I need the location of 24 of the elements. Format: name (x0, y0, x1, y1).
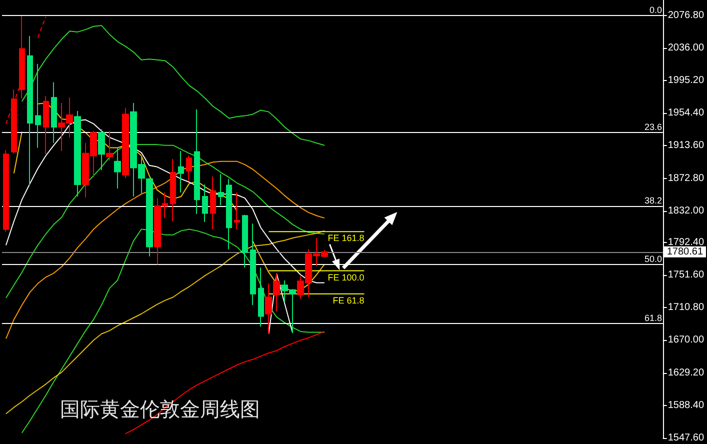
annotation: 23.6 (644, 122, 662, 132)
ref-line-label: 1780.61 (666, 246, 704, 258)
y-tick-label: 1547.60 (668, 432, 704, 444)
y-tick-label: 2036.00 (668, 42, 704, 54)
annotation: 61.8 (644, 312, 662, 323)
y-tick-label: 1792.40 (668, 236, 704, 248)
y-tick-label: 1995.20 (668, 75, 704, 86)
series-label: FE 161.8 (328, 233, 364, 244)
y-tick-label: 1832.00 (668, 205, 704, 216)
y-tick-label: 1954.40 (668, 108, 704, 119)
y-tick-label: 1872.80 (668, 172, 704, 184)
y-tick-label: 1751.60 (668, 270, 704, 281)
annotation: 50.0 (644, 254, 662, 264)
y-tick-label: 1670.00 (668, 334, 704, 346)
annotation: 0.0 (649, 4, 662, 15)
y-tick-label: 1913.60 (668, 140, 704, 152)
y-tick-label: 1710.80 (668, 302, 704, 314)
y-tick-label: 1629.20 (668, 367, 704, 378)
y-tick-label: 1588.40 (668, 400, 704, 411)
annotation: 38.2 (644, 196, 662, 206)
series-label: FE 61.8 (332, 295, 364, 306)
y-tick-label: 2076.80 (668, 10, 704, 21)
text: 国际黄金伦敦金周线图 (60, 397, 260, 421)
series-label: FE 100.0 (328, 272, 364, 282)
